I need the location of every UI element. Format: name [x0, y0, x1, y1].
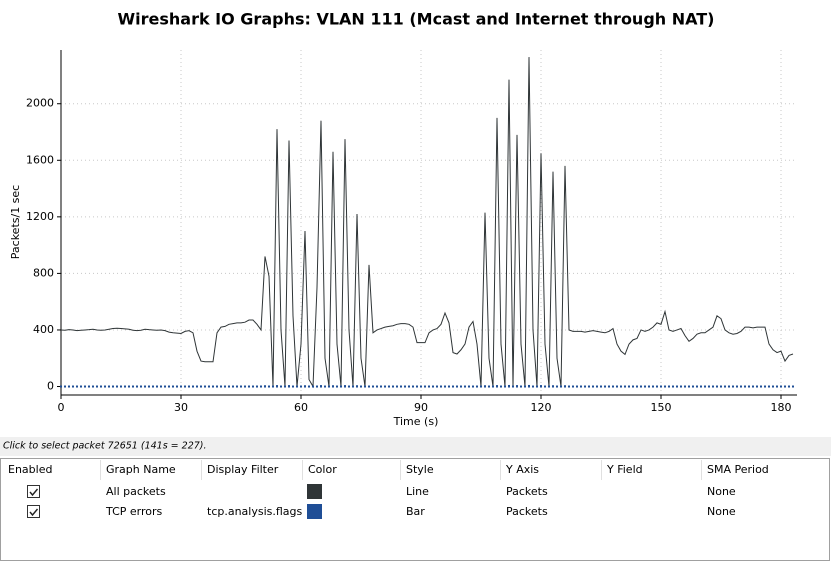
y-tick-label: 1200	[26, 210, 54, 223]
table-cell: Line	[406, 485, 429, 498]
x-axis-label: Time (s)	[393, 415, 439, 428]
checkbox[interactable]	[27, 505, 40, 518]
y-tick-label: 800	[33, 266, 54, 279]
y-tick-label: 0	[47, 380, 54, 393]
color-swatch[interactable]	[307, 484, 322, 499]
chart-title: Wireshark IO Graphs: VLAN 111 (Mcast and…	[117, 10, 714, 29]
column-header: Y Axis	[505, 463, 539, 476]
x-tick-label: 30	[174, 401, 188, 414]
graph-table	[0, 458, 830, 561]
color-swatch[interactable]	[307, 504, 322, 519]
checkmark[interactable]	[29, 488, 39, 497]
table-cell: Packets	[506, 505, 548, 518]
table-cell: None	[707, 505, 736, 518]
y-tick-label: 1600	[26, 153, 54, 166]
status-bar	[0, 437, 831, 456]
column-header: SMA Period	[707, 463, 769, 476]
column-header: Graph Name	[106, 463, 176, 476]
checkbox[interactable]	[27, 485, 40, 498]
x-tick-label: 60	[294, 401, 308, 414]
table-cell: TCP errors	[105, 505, 163, 518]
table-body: Enabled Graph Name Display Filter Color Styl…	[8, 460, 769, 519]
column-header: Style	[406, 463, 434, 476]
table-cell: All packets	[106, 485, 166, 498]
x-tick-label: 0	[58, 401, 65, 414]
checkmark[interactable]	[29, 508, 39, 517]
table-cell: tcp.analysis.flags	[207, 505, 303, 518]
plot: 0 400 800 1200 1600 2000 0 30 60 90 120 150 180	[26, 50, 797, 414]
column-header: Color	[308, 463, 337, 476]
x-tick-label: 90	[414, 401, 428, 414]
x-tick-label: 120	[531, 401, 552, 414]
y-tick-label: 2000	[26, 97, 54, 110]
column-header: Enabled	[8, 463, 52, 476]
table-cell: None	[707, 485, 736, 498]
series-line	[60, 57, 794, 389]
x-tick-label: 180	[771, 401, 792, 414]
column-header: Y Field	[606, 463, 643, 476]
y-axis-label: Packets/1 sec	[9, 185, 22, 259]
column-header: Display Filter	[207, 463, 279, 476]
y-tick-label: 400	[33, 323, 54, 336]
table-cell: Bar	[406, 505, 425, 518]
x-tick-label: 150	[651, 401, 672, 414]
plot-background	[0, 0, 831, 437]
table-cell: Packets	[506, 485, 548, 498]
status-text: Click to select packet 72651 (141s = 227…	[3, 441, 207, 452]
